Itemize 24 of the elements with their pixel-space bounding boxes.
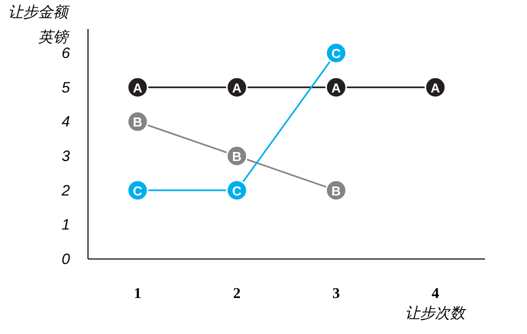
text: B	[232, 149, 242, 164]
y-tick-label: 4	[62, 114, 70, 131]
x-tick-label: 3	[332, 286, 340, 302]
text: 英镑	[38, 29, 70, 46]
series-label: A	[132, 80, 143, 96]
y-tick-label: 2	[60, 182, 71, 200]
y-axis-title: 让步金额	[8, 4, 71, 21]
series-label: B	[132, 114, 142, 130]
text: A	[331, 80, 341, 96]
text: C	[232, 183, 242, 198]
y-tick-label: 1	[62, 216, 70, 234]
text: B	[331, 183, 341, 198]
x-tick-label: 1	[134, 286, 142, 302]
text: A	[430, 80, 440, 96]
series-label: C	[331, 46, 342, 62]
x-tick-label: 4	[432, 286, 440, 302]
y-tick-label: 6	[62, 45, 71, 62]
text: A	[232, 80, 242, 96]
y-tick-label: 3	[62, 148, 71, 166]
x-axis-title: 让步次数	[405, 305, 467, 322]
y-tick-label: 0	[62, 251, 71, 268]
text: C	[132, 183, 142, 198]
y-tick-label: 5	[62, 79, 71, 96]
x-tick-label: 2	[233, 286, 241, 302]
